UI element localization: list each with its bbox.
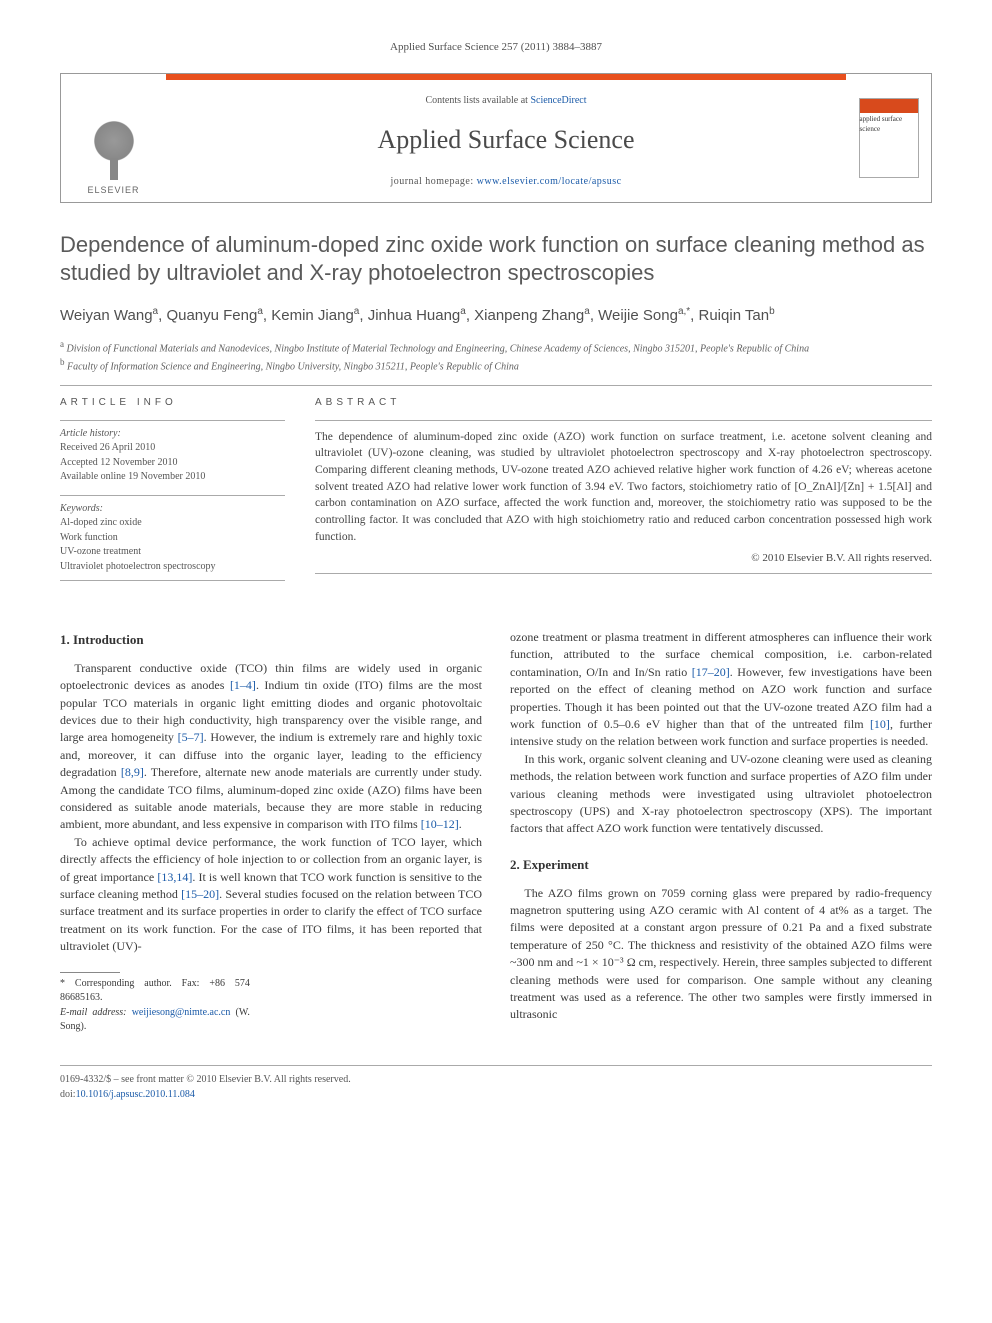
divider [315, 573, 932, 574]
paragraph: To achieve optimal device performance, t… [60, 834, 482, 956]
experiment-heading: 2. Experiment [510, 856, 932, 875]
body-text: 1. Introduction Transparent conductive o… [60, 629, 932, 1034]
article-info-label: ARTICLE INFO [60, 396, 285, 410]
article-info-column: ARTICLE INFO Article history: Received 2… [60, 396, 285, 592]
divider [60, 385, 932, 386]
ref-link[interactable]: [15–20] [181, 887, 219, 901]
keyword: Work function [60, 531, 285, 546]
ref-link[interactable]: [1–4] [230, 678, 256, 692]
history-header: Article history: [60, 427, 285, 442]
paragraph: ozone treatment or plasma treatment in d… [510, 629, 932, 751]
abstract-copyright: © 2010 Elsevier B.V. All rights reserved… [315, 551, 932, 566]
ref-link[interactable]: [8,9] [121, 765, 144, 779]
article-history: Article history: Received 26 April 2010 … [60, 420, 285, 485]
footer: 0169-4332/$ – see front matter © 2010 El… [60, 1065, 932, 1102]
article-title: Dependence of aluminum-doped zinc oxide … [60, 231, 932, 286]
homepage-prefix: journal homepage: [390, 176, 476, 187]
keyword: Al-doped zinc oxide [60, 516, 285, 531]
doi-link[interactable]: 10.1016/j.apsusc.2010.11.084 [76, 1089, 195, 1100]
intro-heading: 1. Introduction [60, 631, 482, 650]
paragraph: In this work, organic solvent cleaning a… [510, 751, 932, 838]
contents-prefix: Contents lists available at [425, 95, 530, 106]
ref-link[interactable]: [17–20] [692, 665, 730, 679]
paragraph: The AZO films grown on 7059 corning glas… [510, 885, 932, 1024]
banner-red-bar [166, 74, 846, 80]
journal-banner: ELSEVIER Contents lists available at Sci… [60, 73, 932, 203]
paragraph: Transparent conductive oxide (TCO) thin … [60, 660, 482, 834]
cover-thumbnail-cell: applied surface science [846, 74, 931, 202]
header-citation: Applied Surface Science 257 (2011) 3884–… [60, 40, 932, 55]
ref-link[interactable]: [10–12] [421, 817, 459, 831]
doi-prefix: doi: [60, 1089, 76, 1100]
front-matter-line: 0169-4332/$ – see front matter © 2010 El… [60, 1072, 932, 1087]
contents-line: Contents lists available at ScienceDirec… [425, 94, 586, 108]
homepage-link[interactable]: www.elsevier.com/locate/apsusc [477, 176, 622, 187]
keywords-block: Keywords: Al-doped zinc oxide Work funct… [60, 495, 285, 582]
email-label: E-mail address: [60, 1007, 132, 1018]
divider [315, 420, 932, 421]
accepted-date: Accepted 12 November 2010 [60, 456, 285, 471]
affiliation-b: Faculty of Information Science and Engin… [67, 362, 519, 373]
received-date: Received 26 April 2010 [60, 441, 285, 456]
authors-line: Weiyan Wanga, Quanyu Fenga, Kemin Jianga… [60, 304, 932, 328]
journal-name: Applied Surface Science [377, 122, 634, 158]
abstract-column: ABSTRACT The dependence of aluminum-dope… [315, 396, 932, 592]
keyword: UV-ozone treatment [60, 545, 285, 560]
banner-center: Contents lists available at ScienceDirec… [166, 74, 846, 202]
publisher-name: ELSEVIER [87, 184, 139, 197]
affiliations: a Division of Functional Materials and N… [60, 338, 932, 375]
corresponding-author-note: * Corresponding author. Fax: +86 574 866… [60, 972, 250, 1035]
corr-email-link[interactable]: weijiesong@nimte.ac.cn [132, 1007, 231, 1018]
sciencedirect-link[interactable]: ScienceDirect [530, 95, 586, 106]
keyword: Ultraviolet photoelectron spectroscopy [60, 560, 285, 575]
abstract-text: The dependence of aluminum-doped zinc ox… [315, 429, 932, 546]
ref-link[interactable]: [5–7] [178, 730, 204, 744]
cover-text: applied surface science [860, 115, 918, 135]
publisher-logo: ELSEVIER [61, 74, 166, 202]
info-abstract-row: ARTICLE INFO Article history: Received 2… [60, 396, 932, 592]
ref-link[interactable]: [10] [870, 717, 890, 731]
corr-fax: * Corresponding author. Fax: +86 574 866… [60, 977, 250, 1006]
journal-cover-thumbnail: applied surface science [859, 98, 919, 178]
abstract-label: ABSTRACT [315, 396, 932, 410]
homepage-line: journal homepage: www.elsevier.com/locat… [390, 175, 621, 189]
ref-link[interactable]: [13,14] [157, 870, 192, 884]
affiliation-a: Division of Functional Materials and Nan… [67, 343, 810, 354]
footnote-divider [60, 972, 120, 973]
keywords-header: Keywords: [60, 502, 285, 517]
elsevier-tree-icon [86, 120, 142, 180]
online-date: Available online 19 November 2010 [60, 470, 285, 485]
